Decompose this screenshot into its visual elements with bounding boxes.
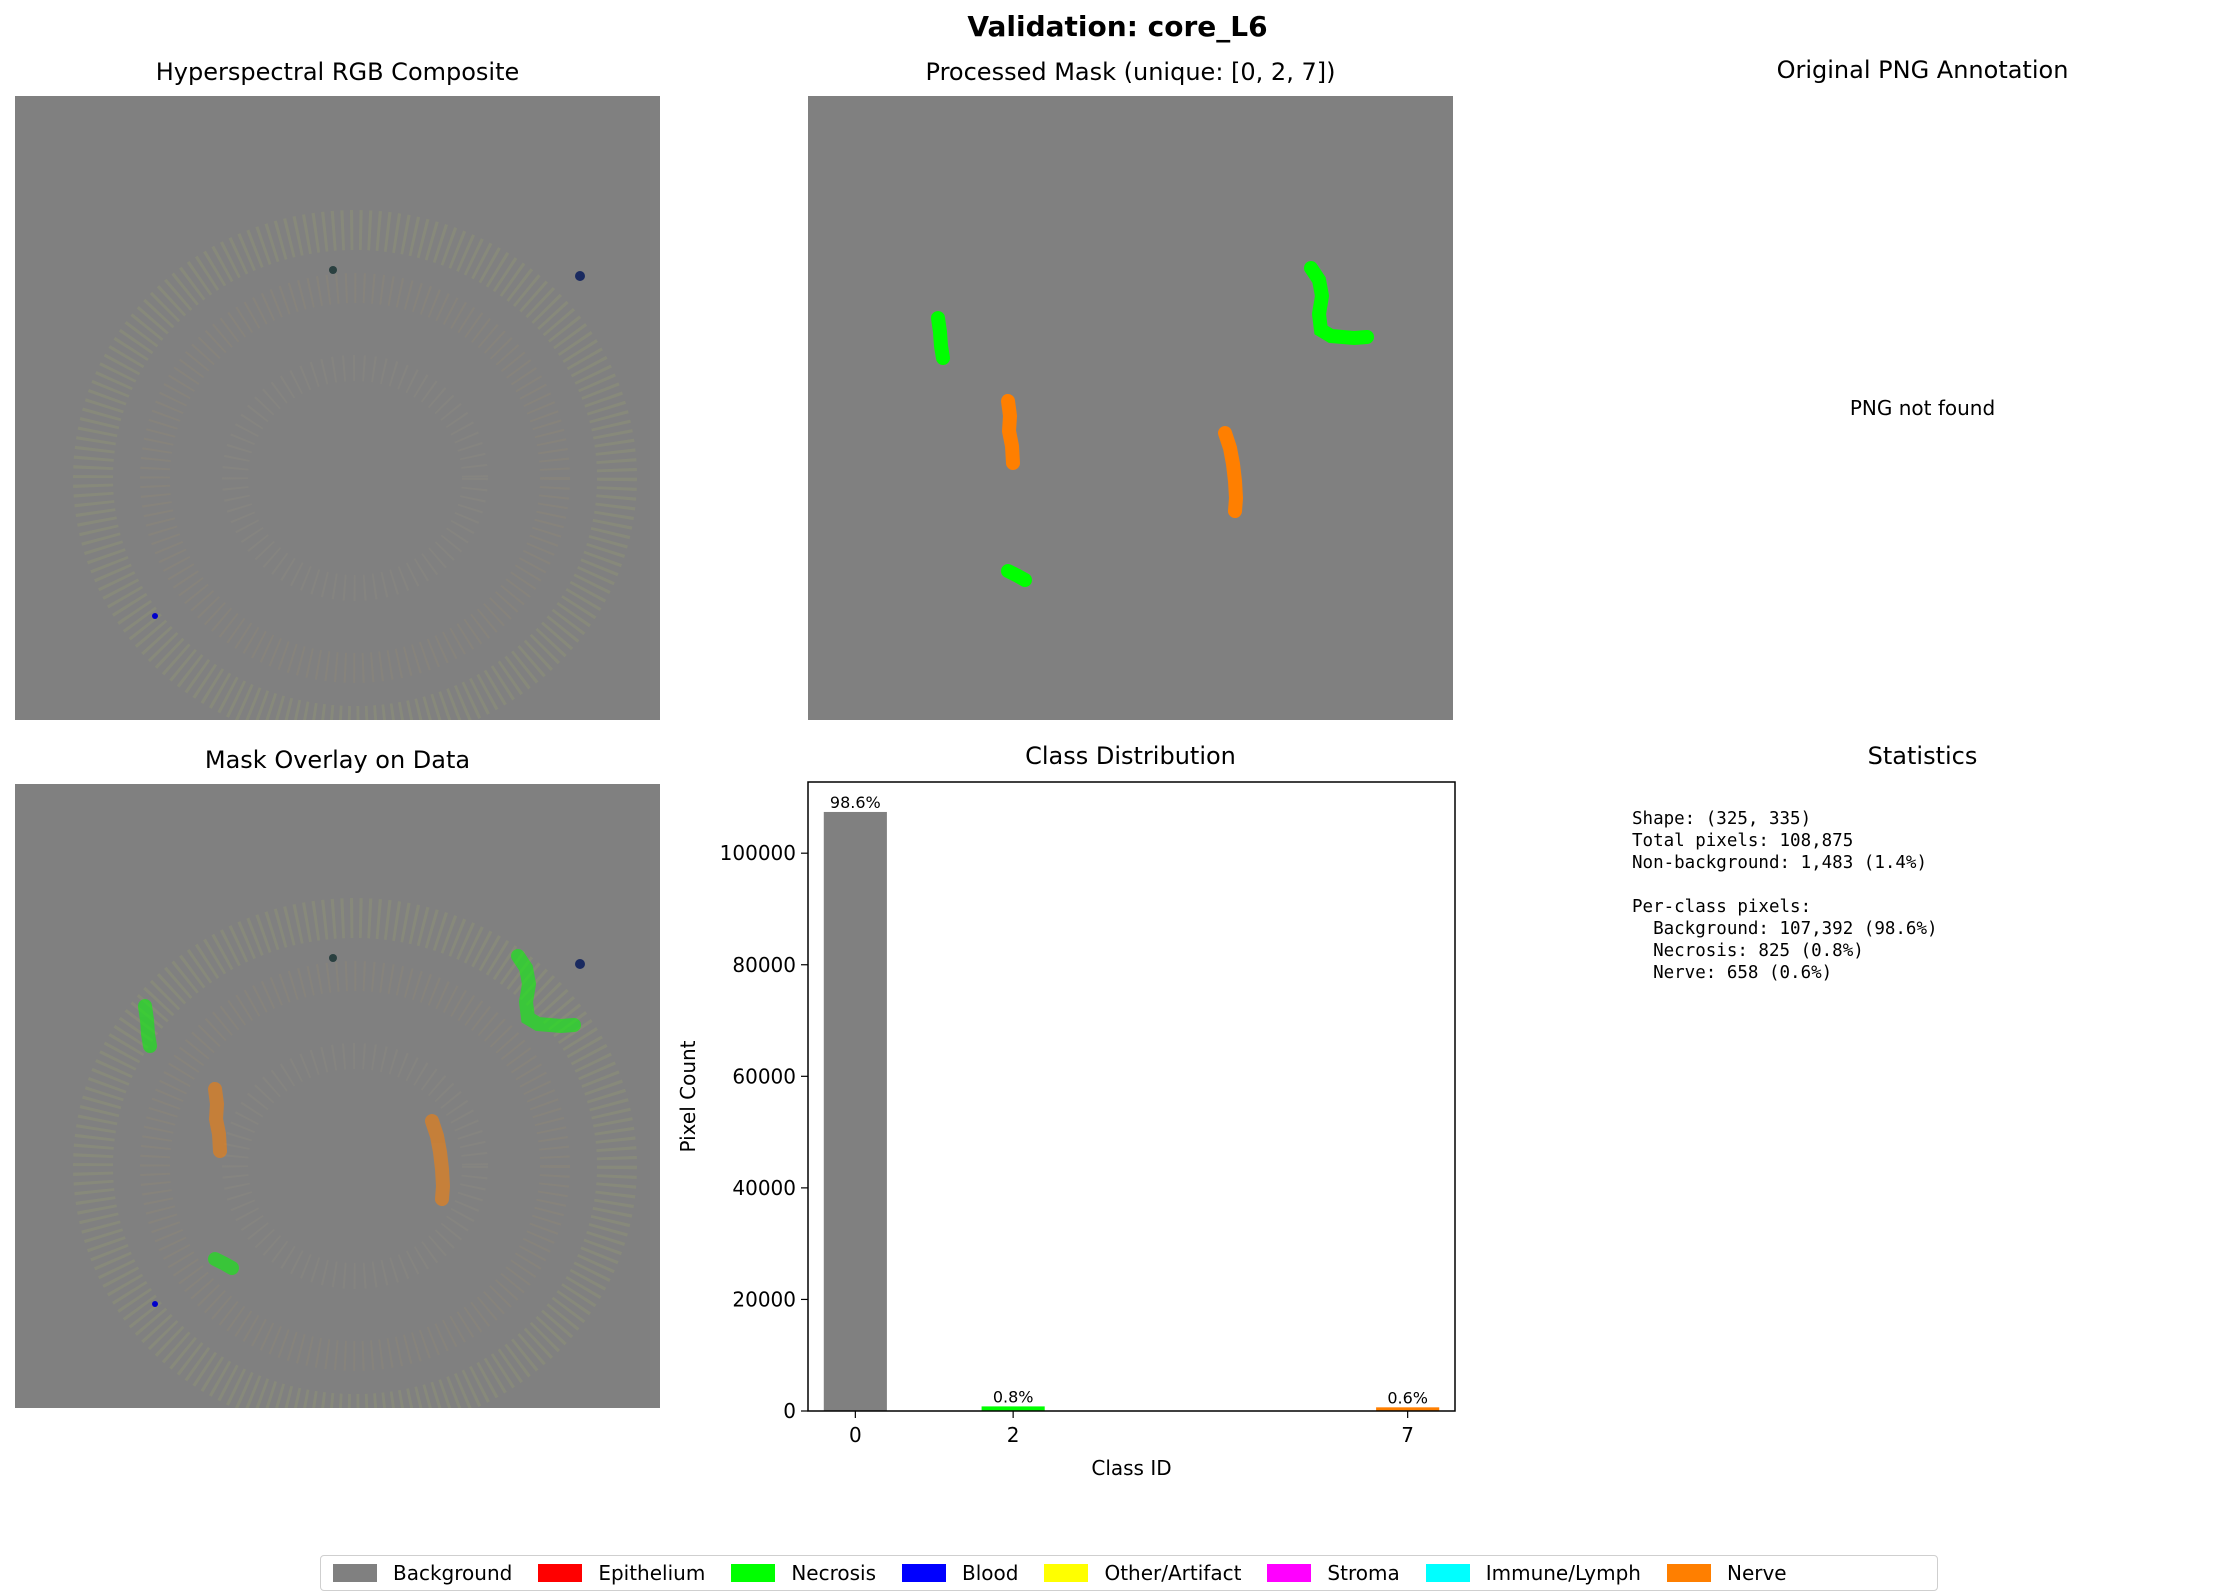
- legend-swatch: [333, 1564, 377, 1582]
- statistics-line: Per-class pixels:: [1632, 897, 1812, 917]
- bar-data-label: 0.8%: [993, 1387, 1034, 1406]
- processed-mask-image: [808, 96, 1453, 720]
- statistics-line: Shape: (325, 335): [1632, 809, 1812, 829]
- legend-swatch: [538, 1564, 583, 1582]
- y-axis-label: Pixel Count: [676, 1040, 700, 1152]
- legend-swatch: [731, 1564, 776, 1582]
- legend-label: Blood: [962, 1561, 1019, 1585]
- png-not-found-message: PNG not found: [1849, 396, 1996, 420]
- bar-data-label: 98.6%: [830, 793, 881, 812]
- mask-overlay-image: [15, 784, 660, 1408]
- legend-item: Other/Artifact: [1044, 1561, 1241, 1585]
- y-tick-label: 80000: [732, 953, 796, 977]
- legend-label: Stroma: [1327, 1561, 1400, 1585]
- legend-item: Necrosis: [731, 1561, 876, 1585]
- statistics-line: Necrosis: 825 (0.8%): [1632, 941, 1864, 961]
- y-tick-label: 20000: [732, 1287, 796, 1311]
- legend-item: Stroma: [1267, 1561, 1400, 1585]
- overlay-panel-title: Mask Overlay on Data: [204, 746, 471, 774]
- legend-item: Epithelium: [538, 1561, 705, 1585]
- bar-class-0: [823, 811, 887, 1411]
- y-tick-label: 60000: [732, 1064, 796, 1088]
- legend-item: Nerve: [1666, 1561, 1787, 1585]
- statistics-line: Background: 107,392 (98.6%): [1632, 919, 1938, 939]
- x-tick-label: 2: [1007, 1423, 1020, 1447]
- statistics-panel-title: Statistics: [1867, 742, 1978, 770]
- legend-label: Other/Artifact: [1104, 1561, 1242, 1585]
- legend-swatch: [902, 1564, 946, 1582]
- rgb-composite-image: [15, 96, 660, 720]
- legend-label: Necrosis: [791, 1561, 876, 1585]
- bar-class-2: [981, 1406, 1045, 1411]
- legend-label: Background: [393, 1561, 513, 1585]
- mask-panel-title: Processed Mask (unique: [0, 2, 7]): [925, 58, 1336, 86]
- legend-swatch: [1425, 1564, 1470, 1582]
- distribution-panel-title: Class Distribution: [1025, 742, 1236, 770]
- x-tick-label: 0: [849, 1423, 862, 1447]
- legend-swatch: [1267, 1564, 1312, 1582]
- x-axis-label: Class ID: [1091, 1456, 1171, 1480]
- legend-item: Immune/Lymph: [1425, 1561, 1641, 1585]
- y-tick-label: 100000: [720, 841, 796, 865]
- class-legend: Background Epithelium Necrosis Blood Other/A…: [320, 1555, 1938, 1591]
- legend-item: Background: [333, 1561, 512, 1585]
- statistics-text: Shape: (325, 335) Total pixels: 108,875 No…: [1632, 808, 1938, 984]
- statistics-line: Nerve: 658 (0.6%): [1632, 963, 1833, 983]
- legend-label: Immune/Lymph: [1485, 1561, 1641, 1585]
- x-tick-label: 7: [1401, 1423, 1414, 1447]
- legend-label: Epithelium: [598, 1561, 706, 1585]
- legend-label: Nerve: [1726, 1561, 1787, 1585]
- bar-class-7: [1376, 1407, 1440, 1411]
- png-panel-title: Original PNG Annotation: [1776, 56, 2069, 84]
- class-distribution-chart: 98.6% 0.8% 0.6% 0 20000 40000 60000 80000 100000…: [676, 781, 1456, 1480]
- statistics-line: [1632, 874, 1938, 896]
- figure-title: Validation: core_L6: [967, 10, 1268, 43]
- legend-swatch: [1044, 1564, 1089, 1582]
- bar-data-label: 0.6%: [1387, 1388, 1428, 1407]
- legend-item: Blood: [902, 1561, 1018, 1585]
- plot-frame: [807, 781, 1456, 1412]
- y-tick-label: 0: [783, 1399, 796, 1423]
- y-tick-label: 40000: [732, 1176, 796, 1200]
- statistics-line: Total pixels: 108,875: [1632, 831, 1854, 851]
- rgb-panel-title: Hyperspectral RGB Composite: [155, 58, 520, 86]
- statistics-line: Non-background: 1,483 (1.4%): [1632, 853, 1928, 873]
- legend-swatch: [1666, 1564, 1711, 1582]
